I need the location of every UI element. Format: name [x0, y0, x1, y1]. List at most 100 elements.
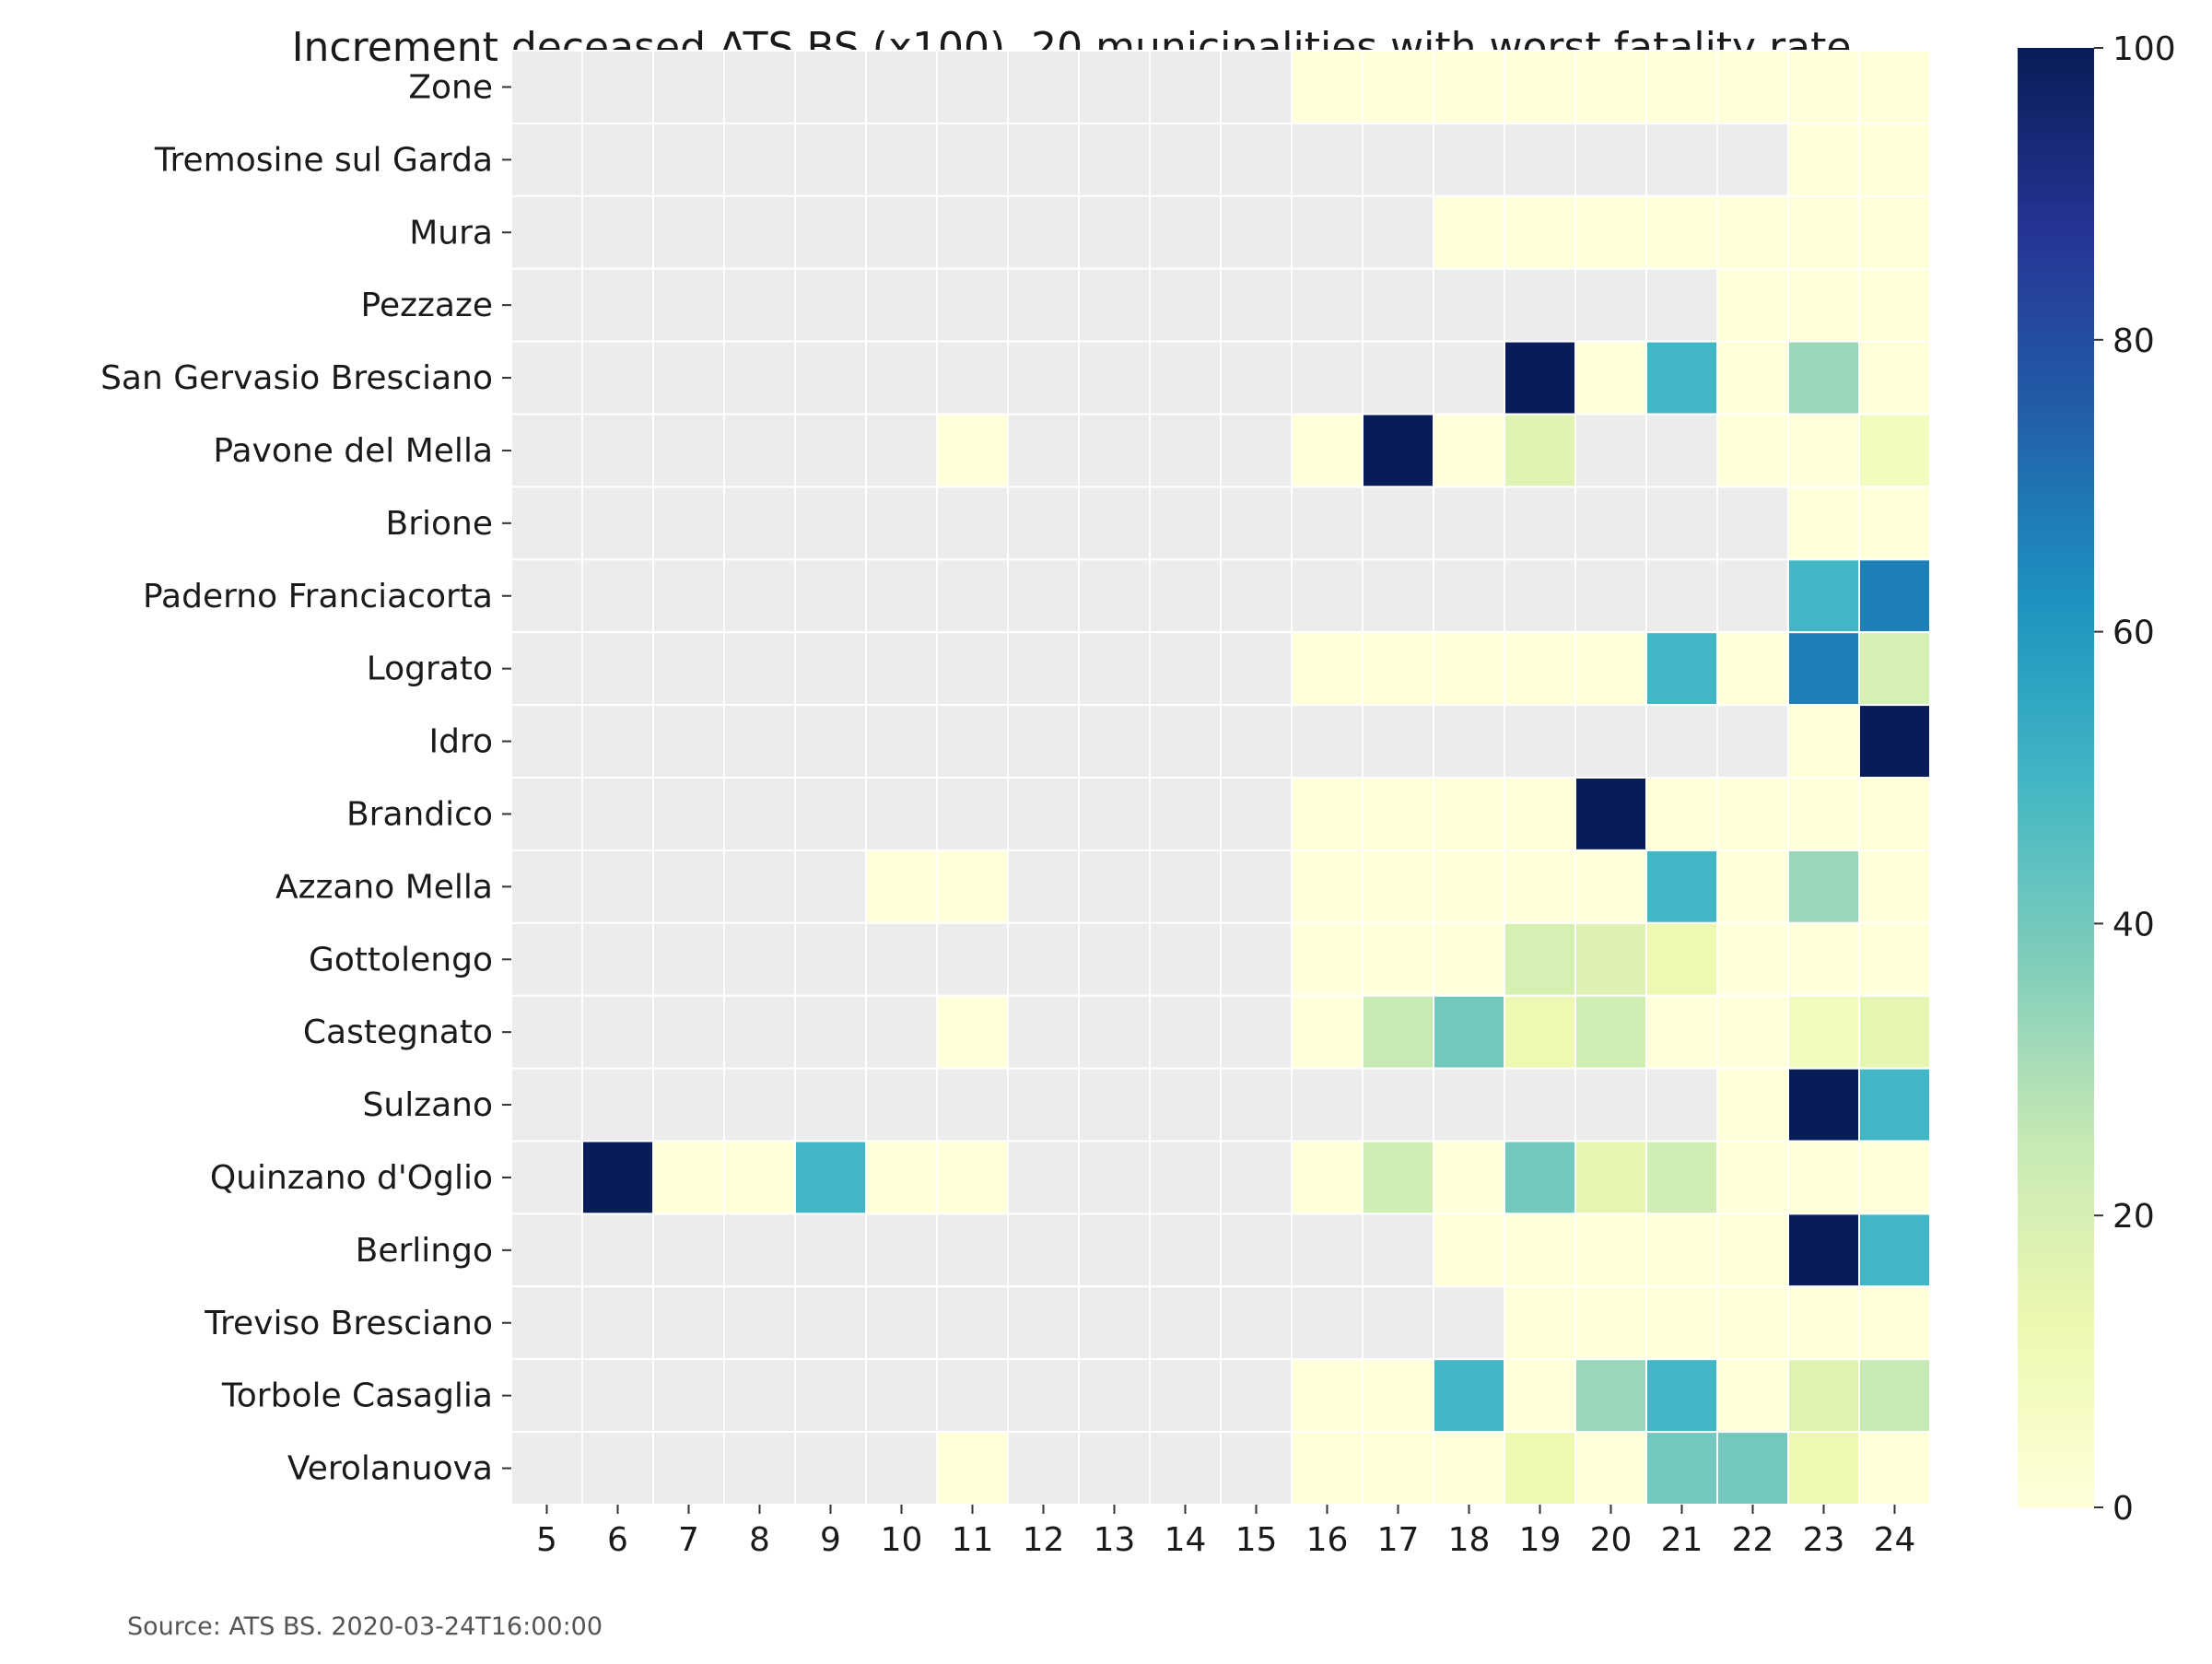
heatmap-cell	[865, 994, 938, 1070]
heatmap-cell	[581, 194, 654, 270]
heatmap-cell	[581, 994, 654, 1070]
heatmap-cell	[1574, 1285, 1647, 1361]
heatmap-cell	[1007, 1358, 1080, 1434]
y-tick-label: Zone	[408, 68, 493, 106]
x-tick-label: 6	[607, 1521, 628, 1559]
heatmap-cell	[581, 1067, 654, 1143]
heatmap-cell	[794, 1067, 867, 1143]
heatmap-cell	[865, 1285, 938, 1361]
heatmap-cell	[1433, 122, 1505, 197]
heatmap-cell	[652, 1285, 725, 1361]
heatmap-cell	[1220, 50, 1293, 124]
y-tick-label: Pavone del Mella	[213, 432, 493, 470]
heatmap-cell	[936, 486, 1009, 561]
heatmap-cell	[1362, 558, 1434, 634]
heatmap-cell	[1362, 122, 1434, 197]
y-tick-label: Quinzano d'Oglio	[210, 1159, 493, 1197]
heatmap-cell	[1787, 994, 1860, 1070]
heatmap-cell	[1149, 921, 1222, 997]
heatmap-cell	[1716, 994, 1789, 1070]
heatmap-cell	[1078, 777, 1151, 851]
heatmap-cell	[1007, 267, 1080, 343]
heatmap-cell	[1574, 631, 1647, 707]
heatmap-cell	[1433, 921, 1505, 997]
heatmap-cell	[1787, 122, 1860, 197]
heatmap-cell	[1574, 1213, 1647, 1288]
heatmap-cell	[1220, 486, 1293, 561]
heatmap-cell	[581, 558, 654, 634]
heatmap-cell	[1858, 777, 1931, 851]
heatmap-cell	[865, 1431, 938, 1506]
heatmap-cell	[652, 50, 725, 124]
heatmap-cell	[581, 631, 654, 707]
heatmap-cell	[1149, 413, 1222, 488]
heatmap-cell	[652, 122, 725, 197]
heatmap-cell	[1574, 921, 1647, 997]
heatmap-cell	[1007, 122, 1080, 197]
heatmap-cell	[1007, 340, 1080, 416]
heatmap-cell	[1645, 558, 1718, 634]
heatmap-cell	[865, 340, 938, 416]
heatmap-cell	[1433, 849, 1505, 924]
heatmap-cell	[510, 486, 583, 561]
heatmap-cell	[1574, 50, 1647, 124]
heatmap-cell	[510, 921, 583, 997]
heatmap-cell	[1504, 1067, 1576, 1143]
x-tick-label: 5	[536, 1521, 557, 1559]
heatmap-cell	[723, 194, 796, 270]
heatmap-cell	[1716, 50, 1789, 124]
heatmap-cell	[1645, 50, 1718, 124]
heatmap-cell	[1291, 1067, 1363, 1143]
heatmap-cell	[1007, 1213, 1080, 1288]
heatmap-cell	[652, 1358, 725, 1434]
heatmap-cell	[1787, 1285, 1860, 1361]
heatmap-cell	[581, 1285, 654, 1361]
heatmap-cell	[794, 558, 867, 634]
heatmap-cell	[1858, 194, 1931, 270]
heatmap-cell	[723, 486, 796, 561]
heatmap-cell	[1574, 994, 1647, 1070]
colorbar-tick-label: 80	[2113, 322, 2155, 360]
heatmap-cell	[723, 849, 796, 924]
heatmap-cell	[1574, 122, 1647, 197]
heatmap-cell	[510, 1358, 583, 1434]
heatmap-cell	[794, 194, 867, 270]
heatmap-cell	[936, 921, 1009, 997]
heatmap-cell	[1716, 194, 1789, 270]
heatmap-cell	[1220, 267, 1293, 343]
heatmap-cell	[1716, 1285, 1789, 1361]
heatmap-cell	[652, 1067, 725, 1143]
heatmap-cell	[1716, 631, 1789, 707]
x-tick-label: 21	[1661, 1521, 1703, 1559]
heatmap-cell	[1362, 1285, 1434, 1361]
heatmap-cell	[1574, 340, 1647, 416]
x-tick-label: 16	[1306, 1521, 1349, 1559]
heatmap-cell	[1149, 50, 1222, 124]
heatmap-cell	[1291, 1213, 1363, 1288]
y-tick-label: Brandico	[346, 795, 493, 833]
heatmap-cell	[1433, 1285, 1505, 1361]
heatmap-cell	[1291, 486, 1363, 561]
heatmap-cell	[1716, 777, 1789, 851]
heatmap-cell	[581, 267, 654, 343]
y-tick-label: Castegnato	[303, 1014, 493, 1051]
heatmap-cell	[1362, 777, 1434, 851]
heatmap-cell	[1504, 1285, 1576, 1361]
heatmap-cell	[1078, 413, 1151, 488]
heatmap-cell	[1291, 849, 1363, 924]
heatmap-cell	[1007, 1067, 1080, 1143]
heatmap-cell	[1504, 1213, 1576, 1288]
heatmap-cell	[936, 413, 1009, 488]
x-tick-label: 12	[1023, 1521, 1065, 1559]
heatmap-cell	[652, 413, 725, 488]
heatmap-cell	[1858, 921, 1931, 997]
heatmap-cell	[1574, 267, 1647, 343]
heatmap-cell	[1149, 631, 1222, 707]
heatmap-cell	[1362, 994, 1434, 1070]
heatmap-cell	[936, 1431, 1009, 1506]
heatmap-cell	[1504, 50, 1576, 124]
heatmap-cell	[1858, 631, 1931, 707]
heatmap-cell	[723, 267, 796, 343]
heatmap-cell	[865, 849, 938, 924]
heatmap-cell	[1787, 194, 1860, 270]
